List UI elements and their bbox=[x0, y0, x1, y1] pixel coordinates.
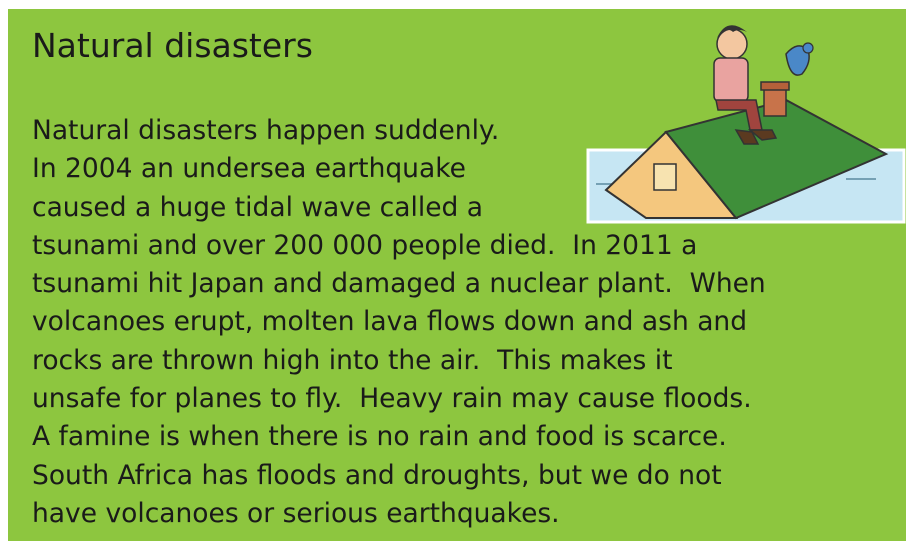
illustration bbox=[586, 14, 906, 224]
body-line: rocks are thrown high into the air. This… bbox=[32, 342, 766, 380]
body-line: tsunami and over 200 000 people died. In… bbox=[32, 227, 766, 265]
body-line: A famine is when there is no rain and fo… bbox=[32, 418, 766, 456]
page: Natural disasters Natural disasters happ… bbox=[0, 0, 914, 551]
body-line: tsunami hit Japan and damaged a nuclear … bbox=[32, 265, 766, 303]
body-line: South Africa has floods and droughts, bu… bbox=[32, 457, 766, 495]
body-line: unsafe for planes to fly. Heavy rain may… bbox=[32, 380, 766, 418]
title: Natural disasters bbox=[32, 26, 313, 65]
body-line: volcanoes erupt, molten lava flows down … bbox=[32, 303, 766, 341]
body-line: have volcanoes or serious earthquakes. bbox=[32, 495, 766, 533]
